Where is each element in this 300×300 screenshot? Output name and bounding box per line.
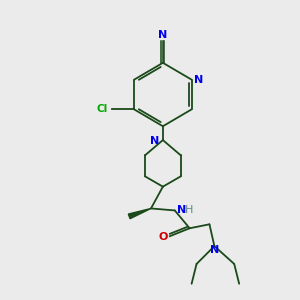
Polygon shape <box>128 208 151 219</box>
Text: Cl: Cl <box>97 104 108 114</box>
Text: H: H <box>184 206 193 215</box>
Text: N: N <box>150 136 160 146</box>
Text: N: N <box>194 75 203 85</box>
Text: N: N <box>210 245 219 255</box>
Text: N: N <box>177 206 186 215</box>
Text: O: O <box>158 232 168 242</box>
Text: N: N <box>158 30 167 40</box>
